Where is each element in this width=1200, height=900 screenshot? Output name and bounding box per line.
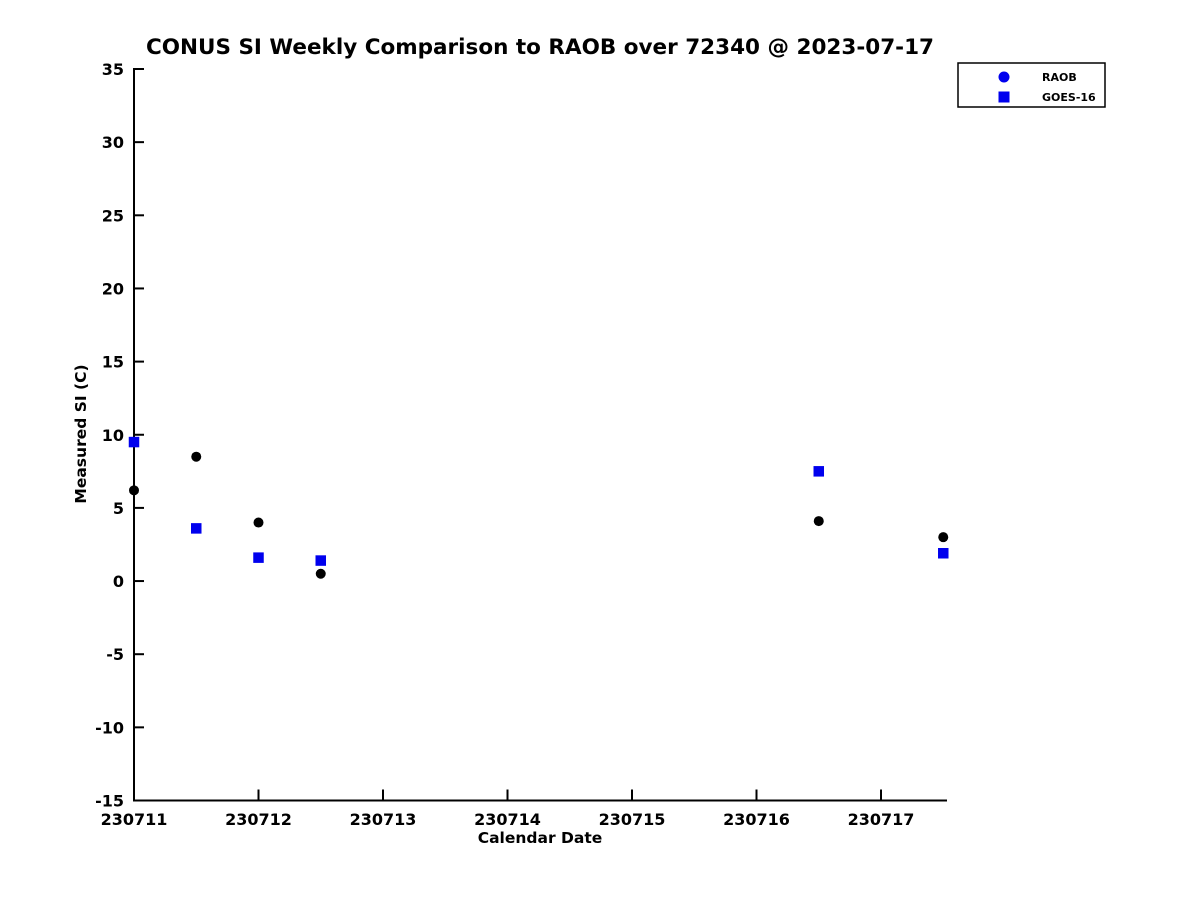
legend-goes16-square-icon bbox=[998, 91, 1010, 103]
point-raob bbox=[938, 532, 949, 543]
legend-goes16-label: GOES-16 bbox=[1042, 91, 1096, 104]
chart-title: CONUS SI Weekly Comparison to RAOB over … bbox=[146, 35, 934, 60]
legend-raob-circle-icon bbox=[998, 71, 1010, 83]
x-tick-label: 230714 bbox=[474, 810, 541, 829]
y-tick-label: 5 bbox=[113, 499, 124, 518]
point-goes-16 bbox=[315, 555, 327, 566]
point-raob bbox=[129, 485, 139, 496]
x-tick-label: 230713 bbox=[350, 810, 417, 829]
y-tick-label: 20 bbox=[102, 279, 124, 298]
legend-box bbox=[957, 62, 1106, 108]
x-tick-label: 230712 bbox=[225, 810, 292, 829]
x-tick-label: 230716 bbox=[723, 810, 790, 829]
point-raob bbox=[253, 517, 264, 528]
point-goes-16 bbox=[128, 436, 140, 448]
point-goes-16 bbox=[938, 548, 949, 559]
legend: RAOB GOES-16 bbox=[957, 62, 1106, 108]
y-tick-label: -10 bbox=[95, 718, 124, 737]
x-tick-label: 230717 bbox=[848, 810, 915, 829]
y-tick-label: -5 bbox=[106, 645, 124, 664]
y-tick-label: 30 bbox=[102, 133, 124, 152]
x-axis-ticks: 230711 230712 230713 230714 230715 230716 2307… bbox=[101, 789, 915, 829]
x-tick-label: 230715 bbox=[599, 810, 666, 829]
data-points bbox=[128, 436, 949, 579]
legend-raob-label: RAOB bbox=[1042, 71, 1077, 84]
point-goes-16 bbox=[253, 552, 264, 563]
y-tick-label: -15 bbox=[95, 792, 124, 811]
y-axis-label: Measured SI (C) bbox=[72, 364, 90, 503]
point-goes-16 bbox=[813, 466, 825, 477]
x-tick-label: 230711 bbox=[101, 810, 168, 829]
y-tick-label: 15 bbox=[102, 353, 124, 372]
x-axis-label: Calendar Date bbox=[478, 829, 603, 847]
y-tick-label: 35 bbox=[102, 60, 124, 79]
point-goes-16 bbox=[191, 523, 202, 534]
y-tick-label: 10 bbox=[102, 426, 124, 445]
point-raob bbox=[813, 516, 824, 527]
y-axis-ticks: -15 -10 -5 0 5 10 15 20 25 30 35 bbox=[95, 60, 144, 811]
point-raob bbox=[191, 451, 202, 462]
axes-spines bbox=[133, 68, 947, 802]
y-tick-label: 0 bbox=[113, 572, 124, 591]
y-tick-label: 25 bbox=[102, 206, 124, 225]
point-raob bbox=[315, 568, 326, 579]
